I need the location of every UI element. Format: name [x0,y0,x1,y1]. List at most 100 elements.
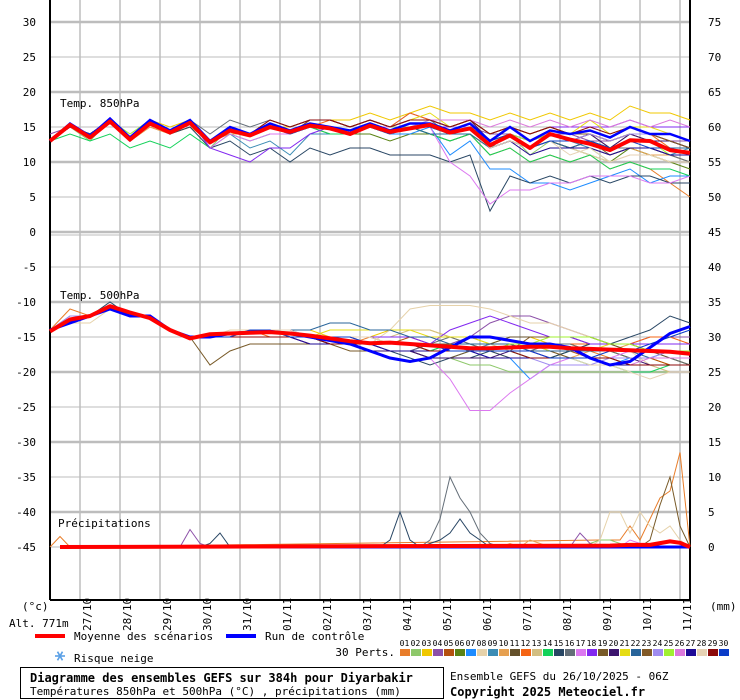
member-legend-swatch [466,649,476,656]
left-tick-label: -25 [16,401,36,414]
member-legend-label: 11 [510,639,520,648]
left-tick-label: 0 [29,226,36,239]
member-legend-label: 04 [433,639,443,648]
member-legend-label: 30 [719,639,729,648]
left-tick-label: 15 [23,121,36,134]
member-legend-label: 15 [554,639,564,648]
member-legend-swatch [587,649,597,656]
x-tick-label: 06/11 [481,598,494,631]
x-tick-label: 01/11 [281,598,294,631]
member-legend-swatch [411,649,421,656]
tick-labels: 302520151050-5-10-15-20-25-30-35-40-4575… [16,16,721,631]
x-tick-label: 30/10 [201,598,214,631]
member-legend-label: 19 [598,639,608,648]
x-tick-label: 11/11 [681,598,694,631]
member-legend-label: 13 [532,639,542,648]
copyright: Copyright 2025 Meteociel.fr [450,685,645,699]
panel-label-850: Temp. 850hPa [60,97,139,110]
member-legend-label: 22 [631,639,641,648]
left-tick-label: 10 [23,156,36,169]
member-legend-swatch [510,649,520,656]
member-legend-swatch [609,649,619,656]
member-legend-swatch [554,649,564,656]
left-tick-label: -30 [16,436,36,449]
panel-label-500: Temp. 500hPa [60,289,139,302]
altitude: Alt. 771m [9,617,69,630]
left-tick-label: 30 [23,16,36,29]
member-legend-swatch [543,649,553,656]
right-tick-label: 65 [708,86,721,99]
right-tick-label: 35 [708,296,721,309]
title-box [20,667,444,699]
panel-label-precip: Précipitations [58,517,151,530]
legend-mean-swatch [35,634,65,638]
legend-perts-label: 30 Perts. [335,646,395,659]
member-legend-label: 02 [411,639,421,648]
member-legend-label: 16 [565,639,575,648]
left-tick-label: -35 [16,471,36,484]
left-tick-label: -40 [16,506,36,519]
member-legend-label: 06 [455,639,465,648]
precip-member-line [419,475,501,548]
member-legend-label: 24 [653,639,663,648]
member-legend-swatch [708,649,718,656]
x-tick-label: 27/10 [81,598,94,631]
precip-mean-line [59,539,691,549]
member-legend-label: 21 [620,639,630,648]
series [48,105,691,549]
right-tick-label: 10 [708,471,721,484]
member-legend-label: 01 [400,639,410,648]
member-legend-swatch [455,649,465,656]
member-legend-swatch [598,649,608,656]
t500-member-line [49,301,691,366]
member-legend-swatch [488,649,498,656]
member-legend-label: 25 [664,639,674,648]
member-legend-swatch [576,649,586,656]
legend-snow-label: Risque neige [74,652,153,665]
member-legend-swatch [664,649,674,656]
axes [49,0,691,601]
precip-member-line [639,475,691,548]
member-legend-swatch [400,649,410,656]
member-legend-swatch [642,649,652,656]
member-legend-label: 08 [477,639,487,648]
right-tick-label: 30 [708,331,721,344]
member-legend-label: 05 [444,639,454,648]
member-legend-label: 20 [609,639,619,648]
right-tick-label: 40 [708,261,721,274]
x-tick-label: 08/11 [561,598,574,631]
member-legend-label: 17 [576,639,586,648]
x-tick-label: 02/11 [321,598,334,631]
t850-control-line [49,116,691,143]
right-tick-label: 55 [708,156,721,169]
legend-control-label: Run de contrôle [265,630,364,643]
member-legend-label: 03 [422,639,432,648]
left-tick-label: -20 [16,366,36,379]
x-tick-label: 09/11 [601,598,614,631]
member-legend-label: 29 [708,639,718,648]
right-tick-label: 70 [708,51,721,64]
left-tick-label: -5 [23,261,36,274]
snowflake-icon [55,651,65,661]
legend-control-swatch [226,634,256,638]
precip-member-line [589,511,691,548]
chart-title: Diagramme des ensembles GEFS sur 384h po… [30,671,413,685]
left-tick-label: -15 [16,331,36,344]
x-tick-label: 10/11 [641,598,654,631]
right-tick-label: 15 [708,436,721,449]
member-legend-swatch [433,649,443,656]
right-unit: (mm) [710,600,737,613]
member-legend-swatch [620,649,630,656]
member-legend-swatch [521,649,531,656]
left-tick-label: 25 [23,51,36,64]
right-tick-label: 50 [708,191,721,204]
x-tick-label: 05/11 [441,598,454,631]
right-tick-label: 5 [708,506,715,519]
member-legend-swatch [565,649,575,656]
x-tick-label: 29/10 [161,598,174,631]
run-info: Ensemble GEFS du 26/10/2025 - 06Z [450,670,669,683]
right-tick-label: 75 [708,16,721,29]
legend-mean-label: Moyenne des scénarios [74,630,213,643]
member-legend-label: 12 [521,639,531,648]
